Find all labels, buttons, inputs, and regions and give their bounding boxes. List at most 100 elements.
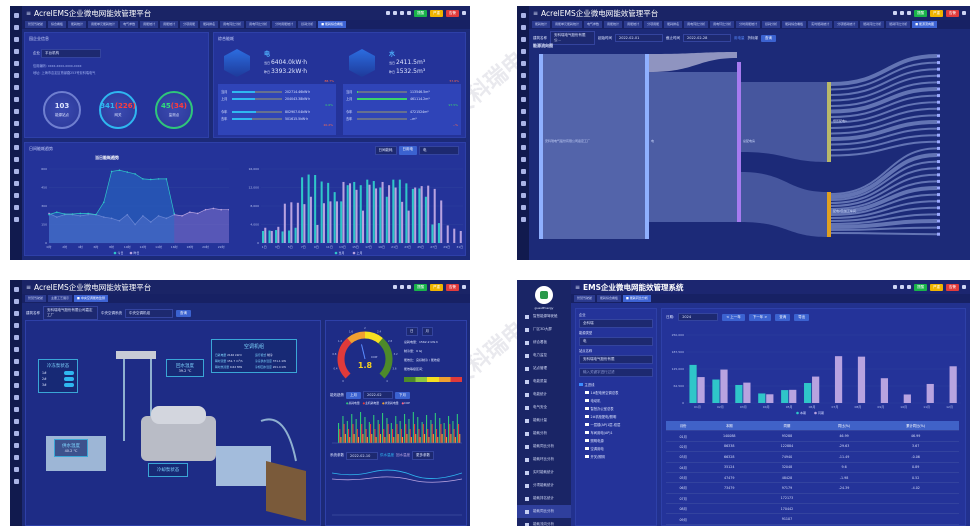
- building-select[interactable]: 安科瑞电气股份有限公...: [550, 31, 595, 45]
- notice-badge[interactable]: 提醒: [914, 9, 927, 17]
- tab[interactable]: 用能统计: [604, 21, 623, 28]
- tab[interactable]: 用电同比分析: [220, 21, 245, 28]
- user-icon[interactable]: [462, 285, 466, 289]
- pump-toggle[interactable]: [64, 371, 74, 375]
- tab[interactable]: 智慧驾驶舱: [25, 295, 47, 302]
- nav-item[interactable]: 实时能耗统计: [517, 466, 571, 479]
- search-icon[interactable]: [393, 11, 397, 15]
- tab[interactable]: ■ 能耗同比分析: [623, 295, 651, 302]
- query-button[interactable]: 查询: [761, 34, 776, 42]
- severe-badge[interactable]: 严重: [930, 283, 943, 291]
- alarm-badge[interactable]: 告警: [946, 9, 959, 17]
- tab[interactable]: 损耗分析: [298, 21, 317, 28]
- sidebar[interactable]: [10, 6, 22, 260]
- checkbox[interactable]: [585, 430, 589, 435]
- nav-item[interactable]: 能耗流向分析: [517, 518, 571, 526]
- globe-icon[interactable]: [386, 11, 390, 15]
- checkbox[interactable]: [585, 390, 589, 395]
- notice-badge[interactable]: 提醒: [914, 283, 927, 291]
- tab[interactable]: 能耗统计: [532, 21, 551, 28]
- fullscreen-icon[interactable]: [907, 285, 911, 289]
- nav-item[interactable]: 能耗排名统计: [517, 492, 571, 505]
- year-input[interactable]: 2024: [678, 313, 719, 321]
- system-select[interactable]: 中央空调机组: [125, 308, 173, 318]
- severe-badge[interactable]: 严重: [430, 283, 443, 291]
- nav-item[interactable]: 能耗分析: [517, 427, 571, 440]
- nav-item[interactable]: 电气安全: [517, 401, 571, 414]
- start-date-input[interactable]: 2022-02-01: [615, 34, 663, 42]
- fullscreen-icon[interactable]: [407, 285, 411, 289]
- tab[interactable]: 主要工艺展示: [48, 295, 73, 302]
- date-input[interactable]: 2022-02-10: [346, 451, 378, 460]
- tab[interactable]: 能耗统计: [68, 21, 87, 28]
- user-icon[interactable]: [962, 285, 966, 289]
- tree-node[interactable]: 智慧办公室总表: [585, 406, 653, 411]
- tab[interactable]: 能耗排名: [200, 21, 219, 28]
- daily-energy-button[interactable]: 日间能耗: [374, 146, 397, 155]
- tab[interactable]: ■ 中央空调能效监测: [74, 295, 108, 302]
- tab[interactable]: 能耗综合看板: [782, 21, 807, 28]
- tab-month[interactable]: 月: [421, 327, 433, 336]
- end-date-input[interactable]: 2022-02-28: [683, 34, 731, 42]
- company-select[interactable]: 全科瑞: [579, 319, 653, 328]
- radio-power[interactable]: 用电量: [734, 35, 745, 40]
- tab[interactable]: 智慧驾驶舱: [574, 295, 596, 302]
- checkbox[interactable]: [585, 438, 589, 443]
- notice-badge[interactable]: 提醒: [414, 9, 427, 17]
- tree-node[interactable]: 照明电源: [585, 438, 653, 443]
- search-icon[interactable]: [900, 11, 904, 15]
- severe-badge[interactable]: 严重: [930, 9, 943, 17]
- tree-node[interactable]: 开关/照明: [585, 454, 653, 459]
- query-button[interactable]: 查询: [775, 313, 791, 321]
- tab[interactable]: 能耗综合看板: [597, 295, 622, 302]
- tab[interactable]: 用能统计: [160, 21, 179, 28]
- sidebar[interactable]: [10, 280, 22, 526]
- tab[interactable]: 分项能耗统计: [834, 21, 859, 28]
- tab[interactable]: ■ 能耗综合看板: [318, 21, 346, 28]
- alarm-badge[interactable]: 告警: [446, 283, 459, 291]
- checkbox[interactable]: [585, 414, 589, 419]
- tree-node[interactable]: 车间用电(AP)1: [585, 430, 653, 435]
- checkbox[interactable]: [579, 382, 583, 387]
- tab-day[interactable]: 日: [406, 327, 418, 336]
- tab[interactable]: 用能统计: [140, 21, 159, 28]
- menu-icon[interactable]: ≡: [26, 9, 32, 17]
- checkbox[interactable]: [585, 422, 589, 427]
- nav-item[interactable]: 能耗同比分析: [517, 440, 571, 453]
- nav-item[interactable]: 电能质量: [517, 375, 571, 388]
- tab[interactable]: 用电同比分析: [684, 21, 709, 28]
- nav-item[interactable]: 能耗环比分析: [517, 453, 571, 466]
- tree-node[interactable]: 一层楼(AP)1层-双层: [585, 422, 653, 427]
- nav-item[interactable]: 厂区3D大屏: [517, 323, 571, 336]
- query-button[interactable]: 查询: [176, 309, 191, 317]
- tab[interactable]: 电气参数: [584, 21, 603, 28]
- menu-icon[interactable]: ≡: [575, 283, 581, 291]
- user-icon[interactable]: [462, 11, 466, 15]
- nav-item[interactable]: 分项能耗统计: [517, 479, 571, 492]
- building-select[interactable]: 安科瑞电气股份有限公司嘉定工厂: [43, 306, 98, 320]
- tab[interactable]: 用电环比分析: [246, 21, 271, 28]
- nav-item[interactable]: 电力监控: [517, 349, 571, 362]
- next-month-button[interactable]: 下月: [395, 391, 410, 399]
- tab[interactable]: 综合看板: [48, 21, 67, 28]
- prev-month-button[interactable]: 上月: [346, 391, 361, 399]
- tab[interactable]: 用电环比分析: [710, 21, 735, 28]
- energy-type-select[interactable]: 电: [579, 337, 653, 346]
- checkbox[interactable]: [585, 454, 589, 459]
- search-icon[interactable]: [400, 285, 404, 289]
- tree-node[interactable]: 空调用电: [585, 446, 653, 451]
- more-params-button[interactable]: 更多参数: [412, 451, 434, 460]
- tab[interactable]: 分时用能统计: [736, 21, 761, 28]
- user-icon[interactable]: [962, 11, 966, 15]
- nav-item[interactable]: 能耗同比分析: [517, 505, 571, 518]
- globe-icon[interactable]: [393, 285, 397, 289]
- refresh-icon[interactable]: [400, 11, 404, 15]
- tab[interactable]: 用能单元能耗统计: [552, 21, 583, 28]
- fullscreen-icon[interactable]: [407, 11, 411, 15]
- globe-icon[interactable]: [900, 285, 904, 289]
- nav-item[interactable]: 智慧能源驾驶舱: [517, 310, 571, 323]
- month-input[interactable]: 2022-02: [363, 391, 393, 399]
- fullscreen-icon[interactable]: [907, 11, 911, 15]
- tab[interactable]: 分时用能统计: [272, 21, 297, 28]
- tab[interactable]: 分项用能: [644, 21, 663, 28]
